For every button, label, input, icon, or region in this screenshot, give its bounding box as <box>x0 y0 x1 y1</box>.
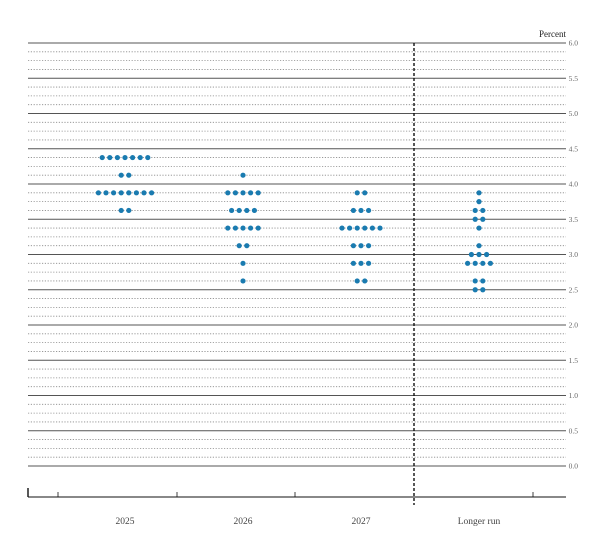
rate-dot <box>480 216 486 222</box>
rate-dot <box>480 287 486 293</box>
rate-dot <box>476 243 482 249</box>
rate-dot <box>339 225 345 231</box>
rate-dot <box>354 190 360 196</box>
y-tick-label: 5.0 <box>569 109 579 118</box>
rate-dot <box>487 260 493 266</box>
rate-dot <box>480 260 486 266</box>
rate-dot <box>255 190 261 196</box>
rate-dot <box>240 172 246 178</box>
dot-layer <box>95 154 493 293</box>
rate-dot <box>354 278 360 284</box>
y-tick-label: 0.0 <box>569 462 579 471</box>
rate-dot <box>149 190 155 196</box>
rate-dot <box>476 199 482 205</box>
rate-dot <box>240 190 246 196</box>
y-tick-label: 3.5 <box>569 215 579 224</box>
category-label: Longer run <box>458 517 501 527</box>
rate-dot <box>476 190 482 196</box>
rate-dot <box>248 190 254 196</box>
y-tick-label: 6.0 <box>569 39 579 48</box>
rate-dot <box>232 225 238 231</box>
rate-dot <box>358 207 364 214</box>
axis-layer: 0.0 0.5 1.0 1.5 2.0 2.5 3.0 3.5 4.0 4.5 5.0 5.5 6.0 2… <box>27 39 579 527</box>
rate-dot <box>225 190 231 196</box>
rate-dot <box>126 172 132 178</box>
rate-dot <box>122 154 128 161</box>
rate-dot <box>248 225 254 231</box>
rate-dot <box>354 225 360 231</box>
y-tick-label: 1.0 <box>569 391 579 400</box>
rate-dot <box>468 251 474 258</box>
rate-dot <box>130 154 136 161</box>
rate-dot <box>126 207 132 214</box>
rate-dot <box>240 260 246 266</box>
rate-dot <box>107 154 113 161</box>
rate-dot <box>99 154 105 161</box>
rate-dot <box>240 225 246 231</box>
y-tick-label: 4.0 <box>569 180 579 189</box>
rate-dot <box>350 207 356 214</box>
grid-layer <box>28 42 566 467</box>
rate-dot <box>472 287 478 293</box>
rate-dot <box>240 278 246 284</box>
y-tick-label: 1.5 <box>569 356 579 365</box>
rate-dot <box>476 225 482 231</box>
rate-dot <box>362 190 368 196</box>
rate-dot <box>244 243 250 249</box>
rate-dot <box>350 260 356 266</box>
rate-dot <box>111 190 117 196</box>
y-tick-label: 5.5 <box>569 74 579 83</box>
rate-dot <box>358 243 364 249</box>
y-tick-label: 2.5 <box>569 285 579 294</box>
rate-dot <box>369 225 375 231</box>
rate-dot <box>362 278 368 284</box>
rate-dot <box>480 278 486 284</box>
rate-dot <box>118 207 124 214</box>
rate-dot <box>236 243 242 249</box>
rate-dot <box>358 260 364 266</box>
rate-dot <box>465 260 471 266</box>
rate-dot <box>126 190 132 196</box>
rate-dot <box>472 260 478 266</box>
rate-dot <box>236 207 242 214</box>
rate-dot <box>118 172 124 178</box>
y-tick-label: 2.0 <box>569 321 579 330</box>
rate-dot <box>244 207 250 214</box>
rate-dot <box>366 260 372 266</box>
rate-dot <box>472 216 478 222</box>
category-label: 2026 <box>234 517 253 527</box>
rate-dot <box>145 154 151 161</box>
category-label: 2025 <box>116 517 135 527</box>
rate-dot <box>137 154 143 161</box>
rate-dot <box>255 225 261 231</box>
rate-dot <box>95 190 101 196</box>
rate-dot <box>114 154 120 161</box>
rate-dot <box>484 251 490 258</box>
rate-dot <box>472 207 478 214</box>
rate-dot <box>133 190 139 196</box>
unit-label: Percent <box>539 29 566 39</box>
rate-dot <box>366 243 372 249</box>
rate-dot <box>472 278 478 284</box>
rate-dot <box>377 225 383 231</box>
rate-dot <box>347 225 353 231</box>
rate-dot <box>229 207 235 214</box>
rate-dot <box>141 190 147 196</box>
category-label: 2027 <box>352 517 371 527</box>
y-tick-label: 4.5 <box>569 144 579 153</box>
rate-dot <box>103 190 109 196</box>
rate-dot <box>480 207 486 214</box>
y-tick-label: 3.0 <box>569 250 579 259</box>
rate-dot <box>225 225 231 231</box>
y-tick-label: 0.5 <box>569 426 579 435</box>
rate-dot <box>251 207 257 214</box>
rate-dot <box>476 251 482 258</box>
rate-dot <box>366 207 372 214</box>
rate-dot <box>362 225 368 231</box>
rate-dot <box>232 190 238 196</box>
rate-dot <box>350 243 356 249</box>
rate-dot <box>118 190 124 196</box>
